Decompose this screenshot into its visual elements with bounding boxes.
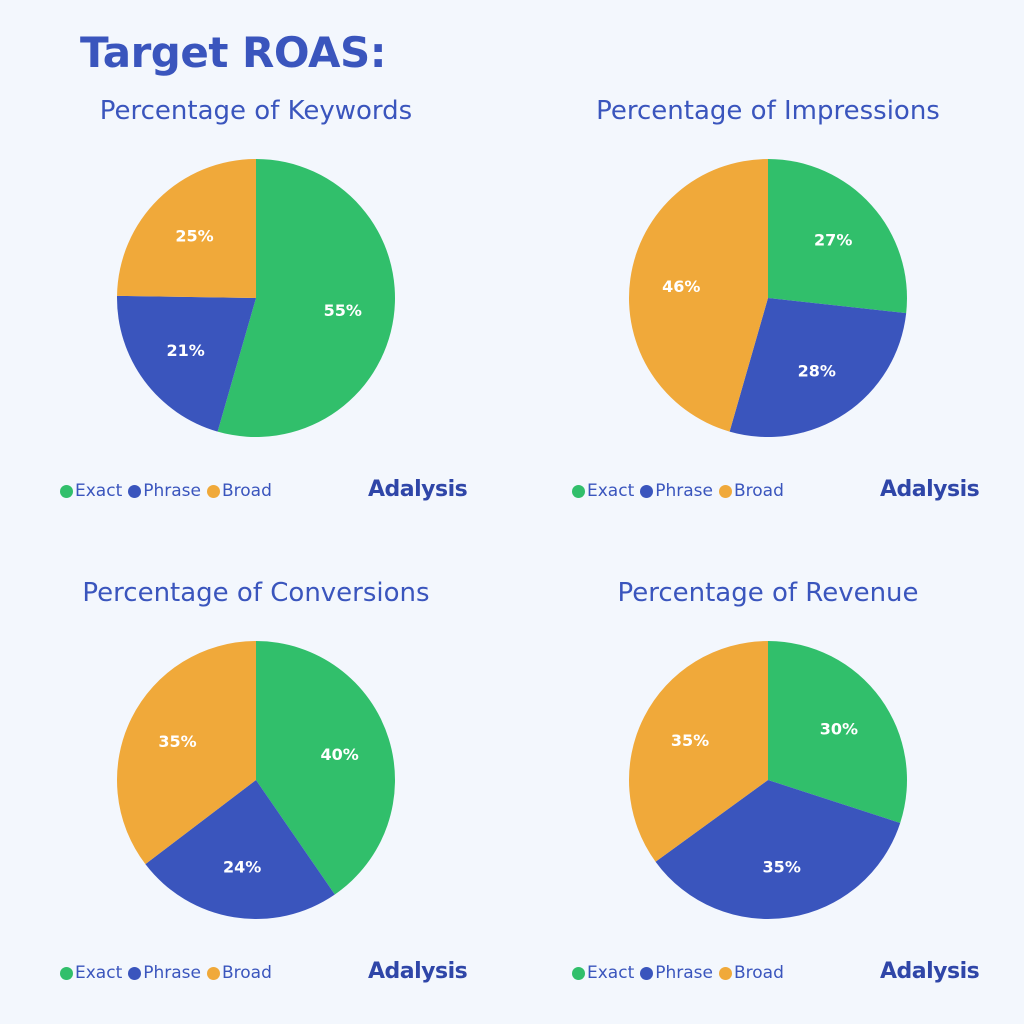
- pie-slice-exact: [217, 159, 396, 437]
- legend-dot-icon: [128, 966, 142, 980]
- data-label: 30%: [820, 720, 858, 739]
- legend-dot-icon: [206, 484, 220, 498]
- pie-slice-broad: [117, 641, 256, 865]
- pie-chart: 27% 28% 46%: [629, 159, 907, 437]
- data-label: 27%: [814, 231, 852, 250]
- legend-label: Phrase: [655, 481, 713, 501]
- legend-label: Broad: [733, 963, 784, 983]
- legend-dot-icon: [60, 484, 73, 498]
- adalysis-logo: Adalysis: [368, 959, 468, 984]
- legend-item-broad: Broad: [206, 963, 272, 983]
- pie-chart-panel: Percentage of Keywords 55% 21% 25% Exact Phra…: [0, 0, 512, 502]
- legend: Exact Phrase Broad: [60, 481, 272, 501]
- legend-dot-icon: [60, 966, 73, 980]
- pie-chart-panel: Percentage of Impressions 27% 28% 46% Exact P…: [512, 0, 1024, 502]
- main-title: Target ROAS:: [80, 28, 387, 77]
- legend-label: Broad: [221, 963, 272, 983]
- legend-label: Broad: [221, 481, 272, 501]
- legend-label: Exact: [587, 481, 635, 501]
- chart-title: Percentage of Impressions: [596, 96, 940, 126]
- legend-dot-icon: [572, 966, 585, 980]
- pie-slice-broad: [629, 641, 768, 862]
- legend-label: Exact: [587, 963, 635, 983]
- adalysis-logo: Adalysis: [880, 477, 980, 502]
- legend-item-exact: Exact: [572, 963, 634, 983]
- legend-item-broad: Broad: [718, 963, 784, 983]
- legend: Exact Phrase Broad: [572, 481, 784, 501]
- pie-slice-exact: [768, 641, 907, 823]
- pie-slice-exact: [256, 641, 395, 895]
- legend-item-exact: Exact: [60, 963, 122, 983]
- legend-item-broad: Broad: [206, 481, 272, 501]
- legend-dot-icon: [640, 484, 654, 498]
- data-label: 46%: [662, 277, 700, 296]
- legend: Exact Phrase Broad: [572, 963, 784, 983]
- pie-chart: 30% 35% 35%: [629, 641, 907, 919]
- legend-item-phrase: Phrase: [640, 963, 713, 983]
- pie-chart: 55% 21% 25%: [116, 158, 396, 437]
- pie-slice-broad: [629, 159, 768, 432]
- data-label: 25%: [175, 227, 213, 246]
- data-label: 40%: [320, 745, 358, 764]
- pie-chart-panel: Percentage of Conversions 40% 24% 35% Exact P…: [0, 482, 512, 984]
- legend-item-exact: Exact: [60, 481, 122, 501]
- pie-slice-phrase: [655, 780, 901, 919]
- data-label: 35%: [158, 732, 196, 751]
- legend-label: Exact: [75, 963, 123, 983]
- legend-item-exact: Exact: [572, 481, 634, 501]
- legend-label: Phrase: [655, 963, 713, 983]
- pie-slice-broad: [117, 158, 256, 298]
- data-label: 28%: [798, 362, 836, 381]
- data-label: 35%: [763, 857, 801, 876]
- legend-dot-icon: [718, 484, 732, 498]
- legend-item-phrase: Phrase: [128, 481, 201, 501]
- data-label: 35%: [671, 731, 709, 750]
- legend-dot-icon: [718, 966, 732, 980]
- chart-title: Percentage of Keywords: [99, 96, 413, 126]
- pie-slice-phrase: [145, 780, 335, 919]
- pie-slice-exact: [768, 159, 907, 314]
- legend-item-broad: Broad: [718, 481, 784, 501]
- legend-label: Phrase: [143, 481, 201, 501]
- chart-title: Percentage of Conversions: [82, 578, 430, 608]
- pie-chart: 40% 24% 35%: [117, 641, 395, 919]
- chart-title: Percentage of Revenue: [617, 578, 919, 608]
- legend-label: Broad: [733, 481, 784, 501]
- pie-chart-panel: Percentage of Revenue 30% 35% 35% Exact Phras…: [512, 482, 1024, 984]
- legend-label: Exact: [75, 481, 123, 501]
- legend-dot-icon: [640, 966, 654, 980]
- data-label: 24%: [223, 857, 261, 876]
- data-label: 55%: [324, 301, 362, 320]
- data-label: 21%: [166, 341, 204, 360]
- pie-slice-phrase: [729, 298, 907, 437]
- legend-dot-icon: [572, 484, 585, 498]
- legend-label: Phrase: [143, 963, 201, 983]
- legend-item-phrase: Phrase: [640, 481, 713, 501]
- legend-dot-icon: [128, 484, 142, 498]
- legend-dot-icon: [206, 966, 220, 980]
- pie-slice-phrase: [116, 295, 256, 432]
- adalysis-logo: Adalysis: [368, 477, 468, 502]
- legend-item-phrase: Phrase: [128, 963, 201, 983]
- adalysis-logo: Adalysis: [880, 959, 980, 984]
- legend: Exact Phrase Broad: [60, 963, 272, 983]
